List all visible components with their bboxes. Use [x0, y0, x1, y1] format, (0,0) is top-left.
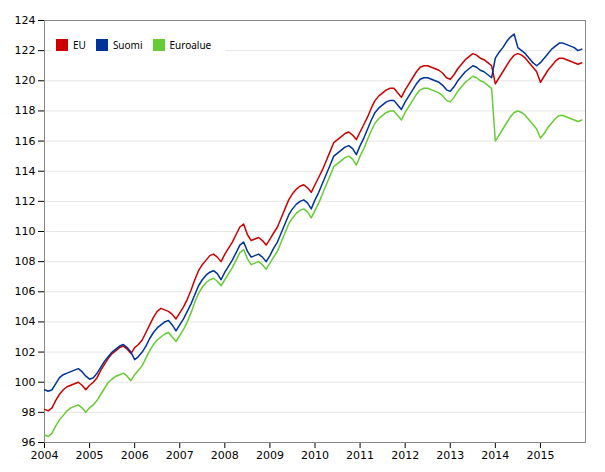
- svg-text:124: 124: [15, 14, 36, 27]
- svg-text:2007: 2007: [166, 449, 194, 462]
- svg-text:2008: 2008: [211, 449, 239, 462]
- svg-text:108: 108: [15, 255, 36, 268]
- svg-text:112: 112: [15, 195, 36, 208]
- svg-text:2005: 2005: [76, 449, 104, 462]
- svg-text:98: 98: [22, 406, 36, 419]
- svg-text:2011: 2011: [346, 449, 374, 462]
- svg-text:114: 114: [15, 165, 36, 178]
- svg-text:110: 110: [15, 225, 36, 238]
- svg-text:2012: 2012: [391, 449, 419, 462]
- svg-text:120: 120: [15, 74, 36, 87]
- svg-text:122: 122: [15, 44, 36, 57]
- svg-text:106: 106: [15, 285, 36, 298]
- svg-text:2013: 2013: [436, 449, 464, 462]
- svg-text:104: 104: [15, 315, 36, 328]
- svg-text:118: 118: [15, 104, 36, 117]
- svg-text:2014: 2014: [481, 449, 509, 462]
- svg-text:102: 102: [15, 346, 36, 359]
- svg-text:2006: 2006: [121, 449, 149, 462]
- svg-text:116: 116: [15, 135, 36, 148]
- svg-text:2015: 2015: [526, 449, 554, 462]
- html-text:Suomi: Suomi: [112, 37, 143, 52]
- svg-text:2009: 2009: [256, 449, 284, 462]
- svg-text:2004: 2004: [31, 449, 59, 462]
- svg-text:100: 100: [15, 376, 36, 389]
- svg-text:2010: 2010: [301, 449, 329, 462]
- html-text:Euroalue: Euroalue: [169, 37, 212, 52]
- svg-text:96: 96: [22, 436, 36, 449]
- html-text:EU: EU: [73, 37, 86, 52]
